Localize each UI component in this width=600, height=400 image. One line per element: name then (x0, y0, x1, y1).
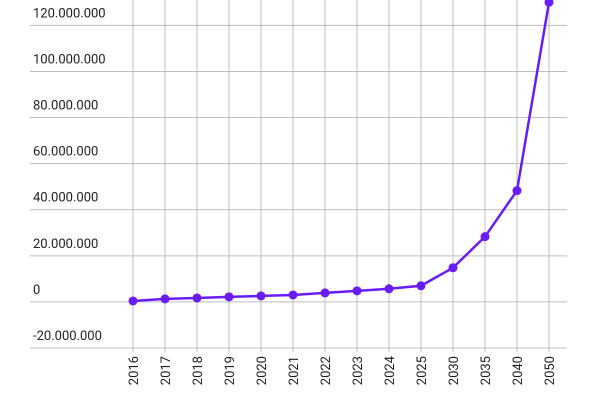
y-tick-label: 20.000.000 (33, 237, 98, 252)
x-tick-label: 2020 (255, 356, 270, 385)
point (224, 292, 234, 302)
y-tick-label: 120.000.000 (33, 6, 106, 21)
y-tick-label: 0 (33, 283, 40, 298)
point (480, 232, 490, 242)
point (416, 281, 426, 291)
line (132, 2, 551, 303)
y-tick-label: 40.000.000 (33, 191, 98, 206)
x-tick-label: 2035 (479, 356, 494, 385)
point (320, 288, 330, 298)
point (128, 296, 138, 306)
x-tick-label: 2025 (415, 356, 430, 385)
point (256, 291, 266, 301)
x-tick-label: 2019 (223, 356, 238, 385)
point (384, 284, 394, 294)
x-tick-label: 2021 (287, 356, 302, 385)
point (544, 0, 554, 7)
x-tick-label: 2040 (511, 356, 526, 385)
point (448, 263, 458, 273)
x-tick-label: 2050 (543, 356, 558, 385)
x-tick-label: 2024 (383, 355, 398, 385)
y-tick-label: 100.000.000 (33, 52, 106, 67)
x-tick-label: 2016 (127, 356, 142, 385)
x-tick-label: 2030 (447, 356, 462, 385)
y-tick-label: -20.000.000 (33, 329, 102, 344)
x-tick-label: 2022 (319, 356, 334, 385)
y-tick-label: 60.000.000 (33, 145, 98, 160)
x-tick-label: 2023 (351, 356, 366, 385)
point (512, 186, 522, 196)
point (352, 286, 362, 296)
point (192, 293, 202, 303)
x-tick-label: 2017 (159, 356, 174, 385)
y-tick-label: 80.000.000 (33, 99, 98, 114)
x-tick-label: 2018 (191, 356, 206, 385)
point (160, 294, 170, 304)
point (288, 290, 298, 300)
